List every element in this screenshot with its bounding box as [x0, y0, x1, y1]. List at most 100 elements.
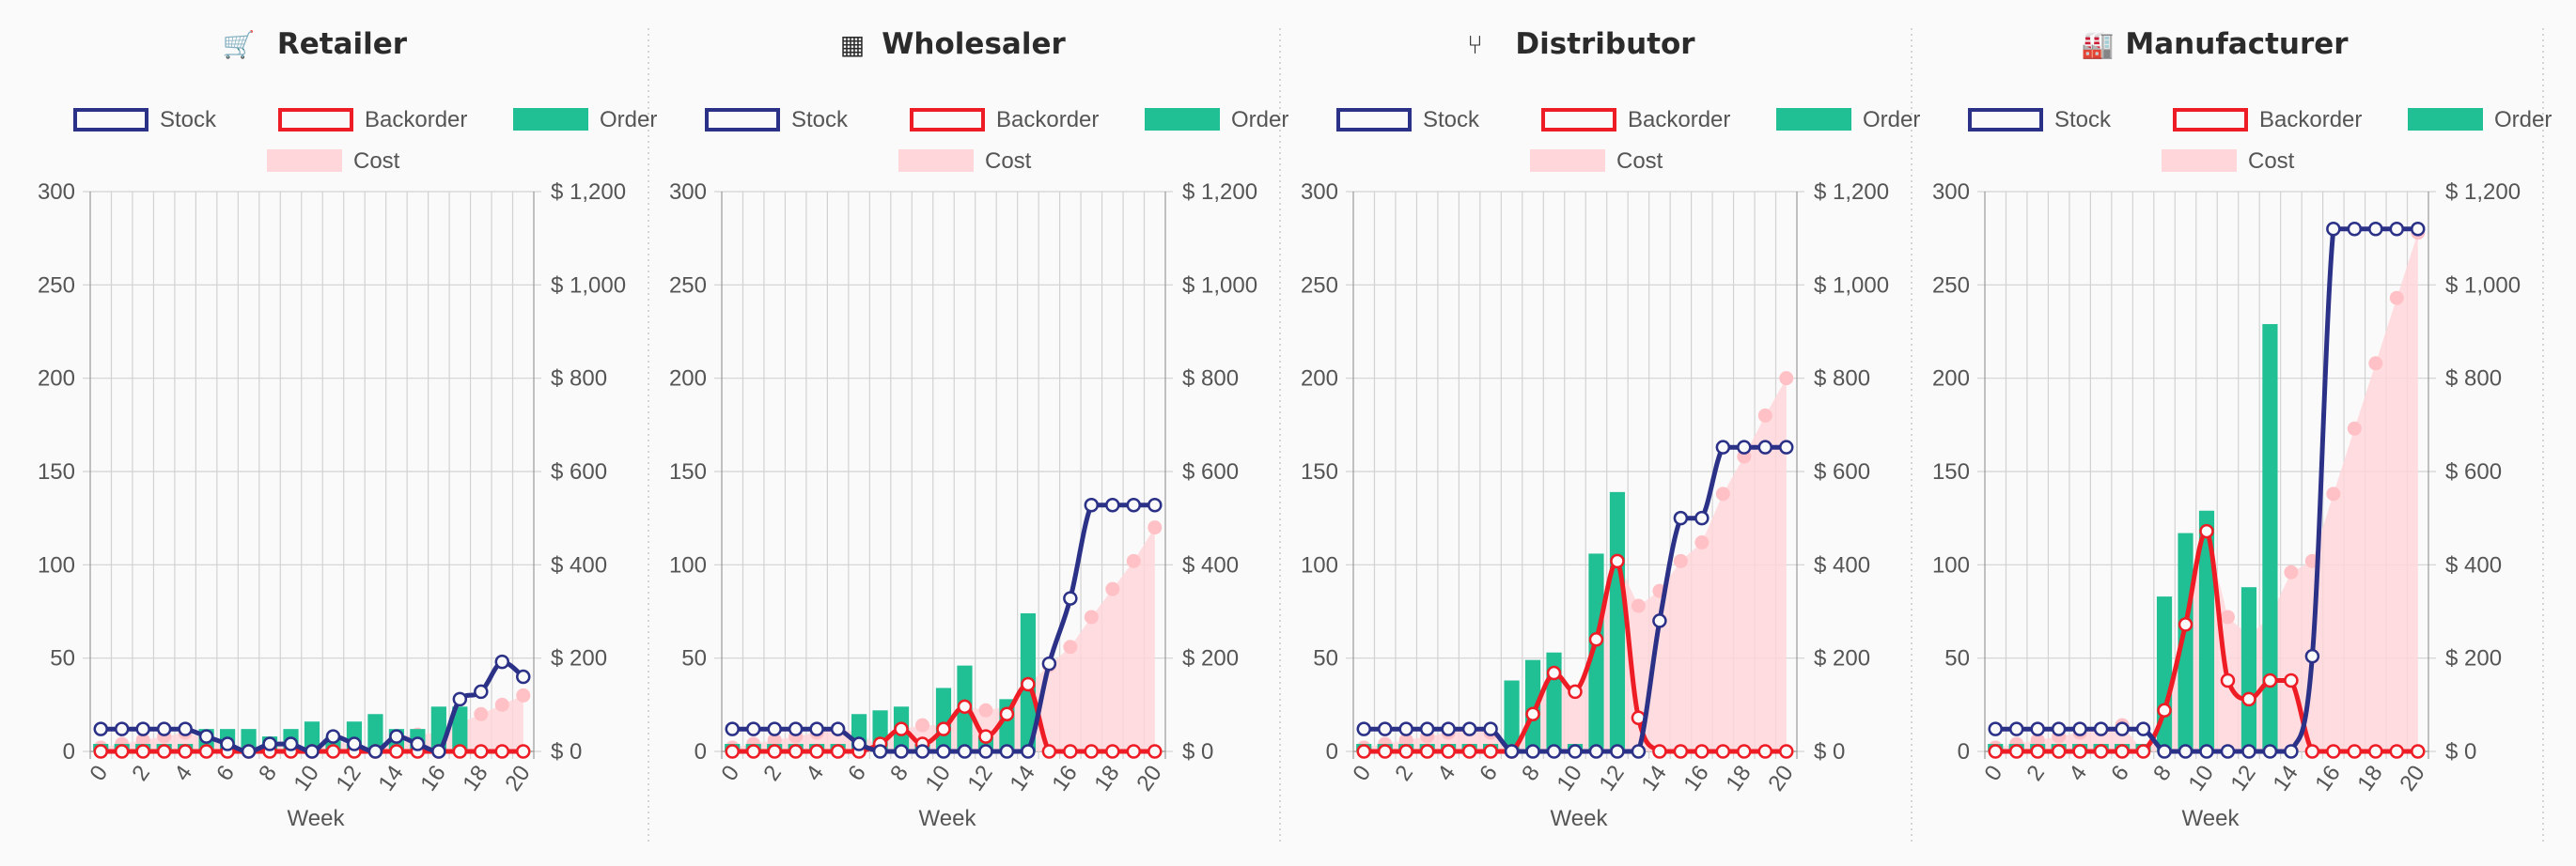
y2-tick-label: $ 400 — [1814, 552, 1870, 578]
backorder-point — [2411, 744, 2426, 759]
legend-item-cost[interactable]: Cost — [1530, 148, 1663, 174]
stock-point — [1673, 510, 1689, 526]
backorder-point — [2008, 744, 2024, 759]
backorder-point — [198, 744, 214, 759]
backorder-point — [1126, 744, 1142, 759]
stock-point — [2411, 221, 2426, 237]
stock-point — [725, 721, 740, 736]
stock-point — [872, 744, 888, 759]
x-tick-label: 0 — [1348, 761, 1376, 785]
legend-swatch-stock — [73, 108, 148, 131]
backorder-point — [135, 744, 150, 759]
legend-swatch-backorder — [2173, 108, 2248, 131]
backorder-point — [1483, 744, 1498, 759]
y2-tick-label: $ 400 — [2445, 552, 2502, 578]
cost-point — [2368, 356, 2383, 371]
backorder-point — [1377, 744, 1393, 759]
x-tick-label: 16 — [1678, 761, 1713, 796]
stock-point — [2326, 221, 2341, 237]
legend-item-order[interactable]: Order — [1145, 107, 1288, 132]
stock-point — [1588, 744, 1604, 759]
x-tick-label: 6 — [843, 761, 871, 785]
stock-point — [452, 691, 468, 707]
legend-item-stock[interactable]: Stock — [705, 107, 849, 132]
legend-item-cost[interactable]: Cost — [898, 148, 1032, 174]
stock-point — [2008, 721, 2024, 736]
y2-tick-label: $ 600 — [1182, 459, 1239, 485]
x-tick-label: 6 — [2106, 761, 2134, 785]
backorder-point — [474, 744, 489, 759]
y2-tick-label: $ 800 — [551, 366, 607, 392]
backorder-point — [1356, 744, 1371, 759]
x-axis-title: Week — [919, 806, 977, 831]
legend-item-backorder[interactable]: Backorder — [278, 107, 467, 132]
x-tick-label: 2 — [127, 761, 155, 785]
chart-panel-manufacturer: 🏭 Manufacturer Stock Backorder Order Cost 0 50 1… — [1932, 27, 2552, 831]
x-axis-title: Week — [2182, 806, 2240, 831]
stock-point — [1504, 744, 1520, 759]
stock-line — [1361, 444, 1789, 754]
x-tick-label: 8 — [885, 761, 913, 785]
stock-point — [2284, 744, 2299, 759]
legend-label-order: Order — [600, 107, 657, 132]
backorder-point — [2093, 744, 2109, 759]
legend-item-cost[interactable]: Cost — [2162, 148, 2295, 174]
stock-point — [367, 744, 383, 759]
legend-item-backorder[interactable]: Backorder — [1541, 107, 1730, 132]
x-tick-label: 18 — [2352, 761, 2387, 796]
cost-point — [2284, 564, 2299, 580]
legend-swatch-order — [2408, 108, 2483, 131]
stock-point — [1084, 498, 1100, 513]
stock-point — [1441, 721, 1456, 736]
y-tick-label: 250 — [1932, 272, 1970, 298]
stock-point — [1757, 440, 1773, 455]
stock-point — [1737, 440, 1752, 455]
y-tick-label: 300 — [38, 179, 75, 205]
legend-label-cost: Cost — [2248, 148, 2295, 174]
cost-point — [2326, 487, 2341, 502]
legend-item-backorder[interactable]: Backorder — [2173, 107, 2362, 132]
stock-point — [999, 744, 1015, 759]
y2-tick-label: $ 200 — [2445, 646, 2502, 672]
cost-point — [915, 718, 930, 733]
y2-tick-label: $ 1,000 — [1814, 272, 1889, 298]
legend-label-backorder: Backorder — [1628, 107, 1730, 132]
order-bar — [1588, 553, 1604, 751]
stock-point — [745, 721, 761, 736]
backorder-point — [809, 744, 824, 759]
legend-label-backorder: Backorder — [996, 107, 1099, 132]
backorder-point — [2115, 744, 2130, 759]
legend-item-order[interactable]: Order — [1776, 107, 1920, 132]
y-tick-label: 150 — [669, 459, 707, 485]
legend-item-order[interactable]: Order — [513, 107, 657, 132]
x-tick-label: 20 — [500, 761, 535, 796]
backorder-point — [2368, 744, 2383, 759]
x-tick-label: 4 — [1432, 761, 1460, 785]
y2-tick-label: $ 0 — [1182, 739, 1213, 765]
legend-item-backorder[interactable]: Backorder — [910, 107, 1099, 132]
legend-item-stock[interactable]: Stock — [1968, 107, 2112, 132]
backorder-point — [978, 729, 993, 744]
x-tick-label: 20 — [1132, 761, 1166, 796]
legend-item-cost[interactable]: Cost — [267, 148, 400, 174]
backorder-point — [1105, 744, 1120, 759]
legend-item-order[interactable]: Order — [2408, 107, 2552, 132]
legend-item-stock[interactable]: Stock — [1336, 107, 1480, 132]
backorder-point — [830, 744, 846, 759]
stock-point — [1988, 721, 2003, 736]
stock-point — [914, 744, 930, 759]
stock-point — [1021, 744, 1036, 759]
legend-swatch-backorder — [910, 108, 985, 131]
stock-point — [241, 744, 257, 759]
y2-tick-label: $ 1,200 — [1814, 179, 1889, 205]
x-tick-label: 20 — [1763, 761, 1798, 796]
series-stock — [725, 498, 1163, 759]
backorder-point — [114, 744, 130, 759]
legend-item-stock[interactable]: Stock — [73, 107, 217, 132]
stock-point — [2304, 648, 2320, 664]
y2-tick-label: $ 200 — [551, 646, 607, 672]
backorder-point — [957, 699, 973, 715]
y-tick-label: 300 — [1932, 179, 1970, 205]
cost-point — [1757, 408, 1772, 423]
backorder-point — [1988, 744, 2003, 759]
